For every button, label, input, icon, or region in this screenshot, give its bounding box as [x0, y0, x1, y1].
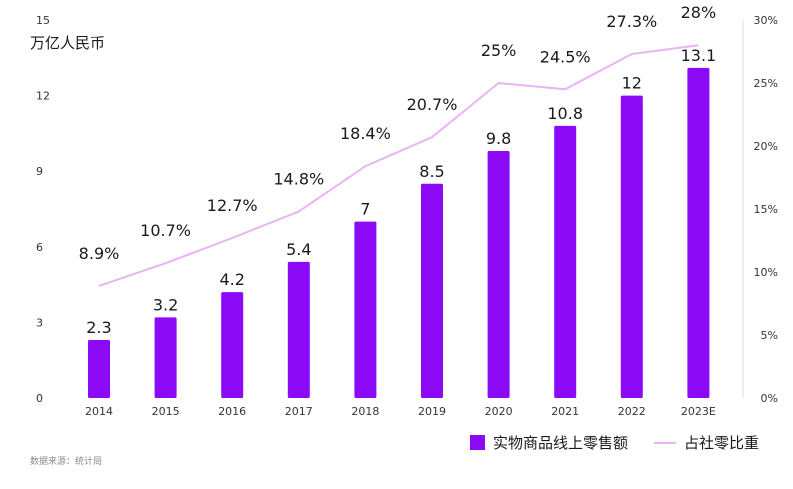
left-axis-tick: 3	[36, 316, 43, 329]
bar-series: 2.3 3.2 4.2 5.4 7 8.5 9.8 10.8 12 13.1	[86, 46, 716, 398]
bar	[421, 183, 443, 398]
bar	[620, 95, 643, 398]
left-axis-title: 万亿人民币	[30, 34, 105, 52]
legend-label-bar: 实物商品线上零售额	[492, 434, 628, 452]
x-axis-tick: 2019	[418, 405, 446, 418]
right-axis-tick: 10%	[754, 266, 778, 279]
x-axis-tick: 2020	[485, 405, 513, 418]
share-value-label: 20.7%	[407, 95, 458, 114]
bar-swatch-icon	[469, 435, 485, 450]
legend-item-bar: 实物商品线上零售额	[469, 432, 628, 453]
left-axis-tick: 15	[36, 14, 50, 27]
bar-value-label: 10.8	[547, 104, 583, 123]
x-axis-tick: 2022	[618, 405, 646, 418]
right-axis-tick: 15%	[754, 203, 778, 216]
bar	[88, 340, 110, 398]
x-axis-tick: 2017	[285, 405, 313, 418]
left-axis-tick: 0	[36, 392, 43, 405]
source-note: 数据来源：统计局	[30, 457, 103, 467]
bar-value-label: 3.2	[153, 295, 178, 314]
x-axis-tick: 2018	[351, 405, 379, 418]
share-line	[98, 44, 699, 287]
share-value-label: 8.9%	[79, 244, 120, 263]
left-axis-tick: 12	[36, 90, 50, 103]
x-axis-tick: 2021	[551, 405, 579, 418]
line-swatch-icon	[653, 441, 676, 444]
bar-value-label: 5.4	[286, 240, 311, 259]
right-axis-tick: 25%	[754, 77, 778, 90]
legend-item-line: 占社零比重	[653, 432, 759, 453]
bar-value-label: 12	[622, 74, 642, 93]
bar-value-label: 2.3	[86, 318, 111, 337]
legend: 实物商品线上零售额 占社零比重	[444, 432, 759, 453]
x-axis-tick: 2016	[218, 405, 246, 418]
bar	[487, 151, 510, 398]
x-axis: 2014 2015 2016 2017 2018 2019 2020 2021 2022 2023…	[85, 405, 716, 418]
share-value-label: 14.8%	[273, 170, 324, 189]
bar-value-label: 4.2	[219, 270, 244, 289]
share-value-label: 24.5%	[540, 47, 591, 66]
share-value-label: 10.7%	[140, 221, 191, 240]
right-axis-tick: 20%	[754, 140, 778, 153]
bar-value-label: 13.1	[681, 46, 717, 65]
left-axis-tick: 9	[36, 165, 43, 178]
bar-value-label: 7	[360, 200, 370, 219]
share-value-label: 18.4%	[340, 124, 391, 143]
legend-label-line: 占社零比重	[683, 434, 759, 452]
bar	[221, 292, 244, 398]
left-axis: 0 3 6 9 12 15	[36, 14, 50, 405]
right-axis-tick: 5%	[761, 329, 778, 342]
share-value-label: 12.7%	[207, 196, 258, 215]
line-series: 8.9% 10.7% 12.7% 14.8% 18.4% 20.7% 25% 24.5% 27.…	[79, 3, 717, 287]
bar	[154, 317, 177, 398]
x-axis-tick: 2014	[85, 405, 113, 418]
share-value-label: 28%	[681, 3, 717, 22]
bar	[287, 261, 310, 398]
share-value-label: 25%	[481, 41, 517, 60]
right-axis-tick: 30%	[754, 14, 778, 27]
bar	[554, 125, 577, 398]
left-axis-tick: 6	[36, 241, 43, 254]
bar	[687, 67, 710, 398]
share-value-label: 27.3%	[606, 12, 657, 31]
x-axis-tick: 2015	[152, 405, 180, 418]
bar-value-label: 9.8	[486, 129, 511, 148]
right-axis: 0% 5% 10% 15% 20% 25% 30%	[754, 14, 778, 405]
bar	[354, 221, 377, 398]
bar-value-label: 8.5	[419, 162, 444, 181]
right-axis-tick: 0%	[761, 392, 778, 405]
x-axis-tick: 2023E	[681, 405, 716, 418]
